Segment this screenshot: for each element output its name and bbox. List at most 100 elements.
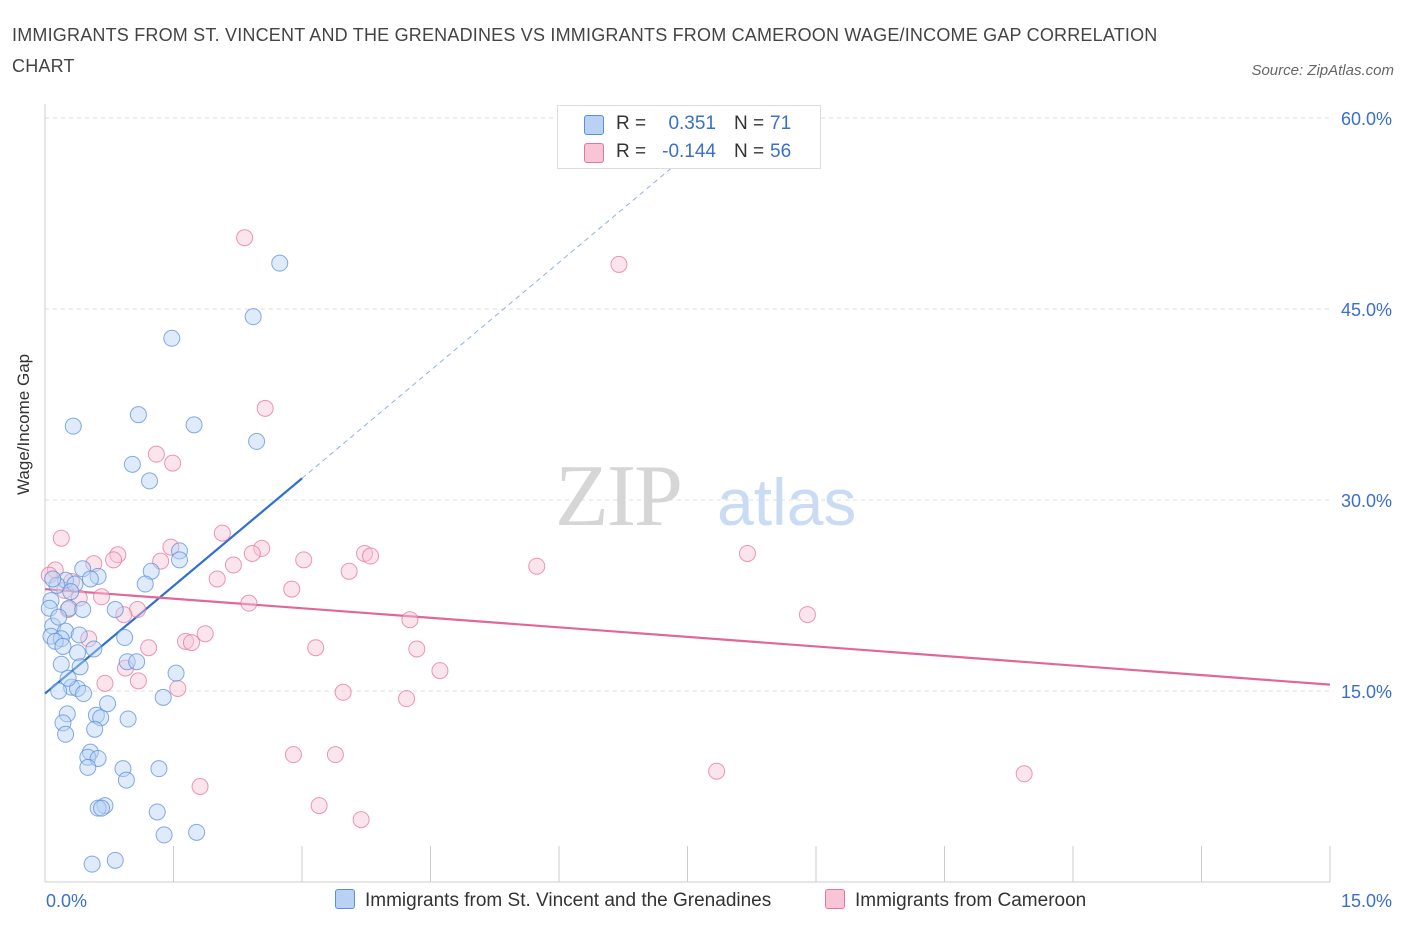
- series-swatch-blue: [335, 889, 355, 909]
- data-point-blue: [54, 637, 72, 655]
- data-point-blue: [59, 669, 77, 687]
- data-point-pink: [236, 229, 254, 247]
- data-point-blue: [85, 640, 103, 658]
- data-point-blue: [40, 599, 58, 617]
- data-point-pink: [208, 570, 226, 588]
- legend-swatch-pink: [584, 143, 604, 163]
- x-tick-label: 0.0%: [46, 891, 87, 911]
- data-point-pink: [334, 683, 352, 701]
- data-point-blue: [62, 583, 80, 601]
- data-point-blue: [69, 644, 87, 662]
- data-point-blue: [58, 705, 76, 723]
- legend-r-value: -0.144: [662, 141, 716, 162]
- data-point-pink: [176, 632, 194, 650]
- data-point-pink: [224, 556, 242, 574]
- data-point-pink: [253, 539, 271, 557]
- data-point-blue: [128, 653, 146, 671]
- data-point-pink: [310, 797, 328, 815]
- data-point-blue: [118, 653, 136, 671]
- series-name-blue: Immigrants from St. Vincent and the Gren…: [365, 890, 772, 911]
- data-point-pink: [52, 529, 70, 547]
- data-point-blue: [155, 826, 173, 844]
- data-point-blue: [79, 758, 97, 776]
- y-tick-label: 15.0%: [1341, 682, 1392, 702]
- legend-n-label: N =: [734, 113, 765, 134]
- data-point-pink: [283, 580, 301, 598]
- data-point-pink: [140, 639, 158, 657]
- data-point-blue: [74, 601, 92, 619]
- legend-r-value: 0.351: [668, 113, 716, 134]
- legend-row-pink: R = -0.144 N = 56: [558, 138, 820, 166]
- data-point-pink: [431, 662, 449, 680]
- data-point-pink: [115, 606, 133, 624]
- data-point-pink: [408, 640, 426, 658]
- data-point-pink: [401, 611, 419, 629]
- data-point-blue: [188, 823, 206, 841]
- data-point-blue: [71, 658, 89, 676]
- data-point-pink: [256, 399, 274, 417]
- watermark: ZIP atlas: [555, 448, 856, 545]
- y-tick-label: 45.0%: [1341, 300, 1392, 320]
- data-point-blue: [136, 575, 154, 593]
- grid-lines: [45, 117, 1330, 692]
- source-label: Source: ZipAtlas.com: [1251, 62, 1394, 79]
- data-point-blue: [150, 760, 168, 778]
- y-tick-label: 60.0%: [1341, 109, 1392, 129]
- legend-r-label: R =: [616, 141, 647, 162]
- data-point-blue: [75, 685, 93, 703]
- legend-n-value: 71: [770, 113, 792, 134]
- legend-r-label: R =: [616, 113, 647, 134]
- data-point-blue: [114, 760, 132, 778]
- watermark-atlas: atlas: [717, 465, 856, 539]
- y-axis-label: Wage/Income Gap: [14, 353, 33, 495]
- data-point-blue: [170, 542, 188, 560]
- data-point-pink: [164, 454, 182, 472]
- data-point-blue: [170, 551, 188, 569]
- data-point-pink: [191, 778, 209, 795]
- series-swatch-pink: [825, 889, 845, 909]
- watermark-zip: ZIP: [555, 448, 681, 545]
- data-point-pink: [610, 255, 628, 273]
- correlation-legend: R = 0.351 N = 71 R = -0.144 N = 56: [557, 105, 821, 169]
- data-point-pink: [196, 625, 214, 643]
- data-point-pink: [240, 594, 258, 612]
- y-tick-label: 30.0%: [1341, 491, 1392, 511]
- data-point-blue: [119, 710, 137, 728]
- data-point-pink: [117, 659, 135, 677]
- data-point-blue: [154, 688, 172, 706]
- data-point-pink: [326, 746, 344, 764]
- data-point-blue: [44, 570, 62, 588]
- data-point-blue: [106, 851, 124, 869]
- data-point-blue: [81, 570, 99, 588]
- series-legend-pink: Immigrants from Cameroon: [825, 889, 1086, 912]
- data-point-blue: [50, 608, 68, 626]
- data-point-blue: [185, 416, 203, 434]
- data-point-blue: [167, 664, 185, 682]
- trend-extension-blue: [301, 168, 671, 479]
- data-point-blue: [57, 725, 75, 743]
- data-point-pink: [295, 551, 313, 569]
- legend-row-blue: R = 0.351 N = 71: [558, 110, 820, 138]
- data-point-blue: [148, 803, 166, 821]
- data-point-pink: [352, 811, 370, 829]
- data-point-blue: [116, 629, 134, 647]
- data-point-pink: [398, 690, 416, 708]
- data-point-pink: [182, 634, 200, 652]
- data-point-pink: [93, 588, 111, 606]
- data-point-blue: [70, 626, 88, 644]
- data-point-blue: [50, 682, 68, 700]
- data-point-pink: [528, 557, 546, 575]
- data-point-blue: [86, 720, 104, 738]
- data-point-blue: [244, 308, 262, 326]
- trend-line-blue: [44, 477, 303, 695]
- data-point-pink: [70, 589, 88, 607]
- trend-line-pink: [44, 588, 1331, 686]
- x-tick-label: 15.0%: [1341, 891, 1392, 911]
- chart-title: IMMIGRANTS FROM ST. VINCENT AND THE GREN…: [12, 25, 1158, 76]
- data-point-pink: [129, 672, 147, 690]
- data-point-pink: [243, 544, 261, 562]
- data-point-pink: [362, 547, 380, 565]
- data-point-pink: [162, 538, 180, 556]
- data-point-pink: [340, 562, 358, 580]
